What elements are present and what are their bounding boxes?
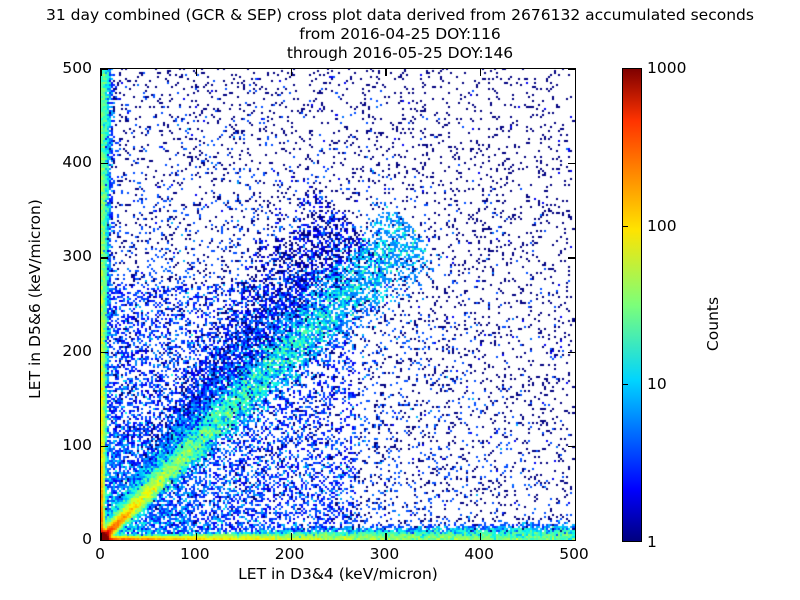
y-tick-100-left bbox=[101, 445, 108, 447]
x-tick-0-bottom bbox=[101, 533, 103, 540]
x-tick-100-bottom bbox=[195, 533, 197, 540]
title-line-1: 31 day combined (GCR & SEP) cross plot d… bbox=[46, 6, 754, 24]
y-tick-500-left bbox=[101, 69, 108, 71]
y-tick-0-right bbox=[568, 540, 575, 542]
y-tick-300-right bbox=[568, 257, 575, 259]
x-axis-title: LET in D3&4 (keV/micron) bbox=[238, 565, 438, 583]
x-tick-label-200: 200 bbox=[274, 545, 305, 563]
y-tick-200-right bbox=[568, 351, 575, 353]
colorbar-tick-10 bbox=[622, 384, 628, 386]
x-tick-200-bottom bbox=[290, 533, 292, 540]
y-tick-label-300: 300 bbox=[62, 247, 92, 266]
y-tick-label-200: 200 bbox=[62, 341, 92, 360]
y-tick-300-left bbox=[101, 257, 108, 259]
x-tick-200-top bbox=[290, 69, 292, 76]
y-tick-200-left bbox=[101, 351, 108, 353]
y-tick-label-0: 0 bbox=[82, 530, 92, 548]
colorbar-label-100: 100 bbox=[647, 217, 677, 235]
title-line-2: from 2016-04-25 DOY:116 bbox=[299, 25, 501, 43]
y-tick-500-right bbox=[568, 69, 575, 71]
y-tick-0-left bbox=[101, 540, 108, 542]
y-tick-label-100: 100 bbox=[62, 435, 92, 454]
x-tick-label-500: 500 bbox=[559, 545, 589, 563]
x-tick-500-top bbox=[575, 69, 577, 76]
x-tick-0-top bbox=[101, 69, 103, 76]
colorbar-gradient bbox=[623, 69, 641, 541]
x-tick-label-0: 0 bbox=[95, 545, 105, 563]
colorbar-tick-100 bbox=[622, 226, 628, 228]
x-tick-300-top bbox=[385, 69, 387, 76]
y-axis-title: LET in D5&6 (keV/micron) bbox=[26, 199, 44, 399]
y-tick-400-left bbox=[101, 163, 108, 165]
figure-title: 31 day combined (GCR & SEP) cross plot d… bbox=[0, 6, 800, 63]
x-tick-label-100: 100 bbox=[180, 545, 210, 563]
x-tick-500-bottom bbox=[575, 533, 577, 540]
colorbar-title: Counts bbox=[704, 296, 722, 352]
colorbar-label-1: 1 bbox=[647, 533, 657, 551]
y-tick-label-500: 500 bbox=[62, 59, 92, 77]
plot-area bbox=[100, 68, 577, 542]
y-tick-100-right bbox=[568, 445, 575, 447]
colorbar bbox=[622, 68, 642, 542]
colorbar-label-10: 10 bbox=[647, 375, 667, 393]
x-tick-300-bottom bbox=[385, 533, 387, 540]
y-tick-label-400: 400 bbox=[62, 153, 92, 172]
x-tick-label-400: 400 bbox=[464, 545, 494, 563]
title-line-3: through 2016-05-25 DOY:146 bbox=[286, 44, 514, 62]
x-tick-400-bottom bbox=[480, 533, 482, 540]
x-tick-400-top bbox=[480, 69, 482, 76]
x-tick-label-300: 300 bbox=[369, 545, 400, 563]
x-tick-100-top bbox=[195, 69, 197, 76]
y-tick-400-right bbox=[568, 163, 575, 165]
heatmap-scatter-canvas bbox=[101, 69, 575, 540]
colorbar-label-1000: 1000 bbox=[647, 59, 687, 77]
